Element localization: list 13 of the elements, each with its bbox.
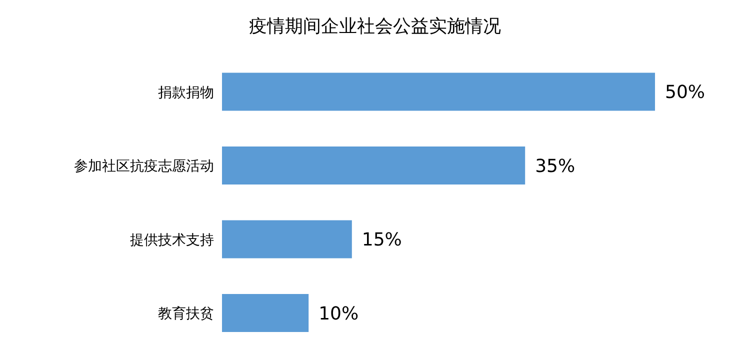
y-tick-label: 参加社区抗疫志愿活动 [74, 158, 214, 175]
y-tick-label: 教育扶贫 [158, 305, 214, 322]
chart-title: 疫情期间企业社会公益实施情况 [248, 15, 502, 39]
y-tick-label: 捐款捐物 [158, 84, 214, 101]
bar [222, 72, 655, 111]
data-label: 35% [535, 156, 576, 177]
bar [222, 294, 309, 332]
bar [222, 220, 352, 258]
bar [222, 146, 526, 184]
data-label: 50% [665, 82, 706, 104]
data-label: 10% [318, 303, 359, 324]
y-tick-label: 提供技术支持 [130, 232, 214, 248]
data-label: 15% [362, 230, 402, 251]
